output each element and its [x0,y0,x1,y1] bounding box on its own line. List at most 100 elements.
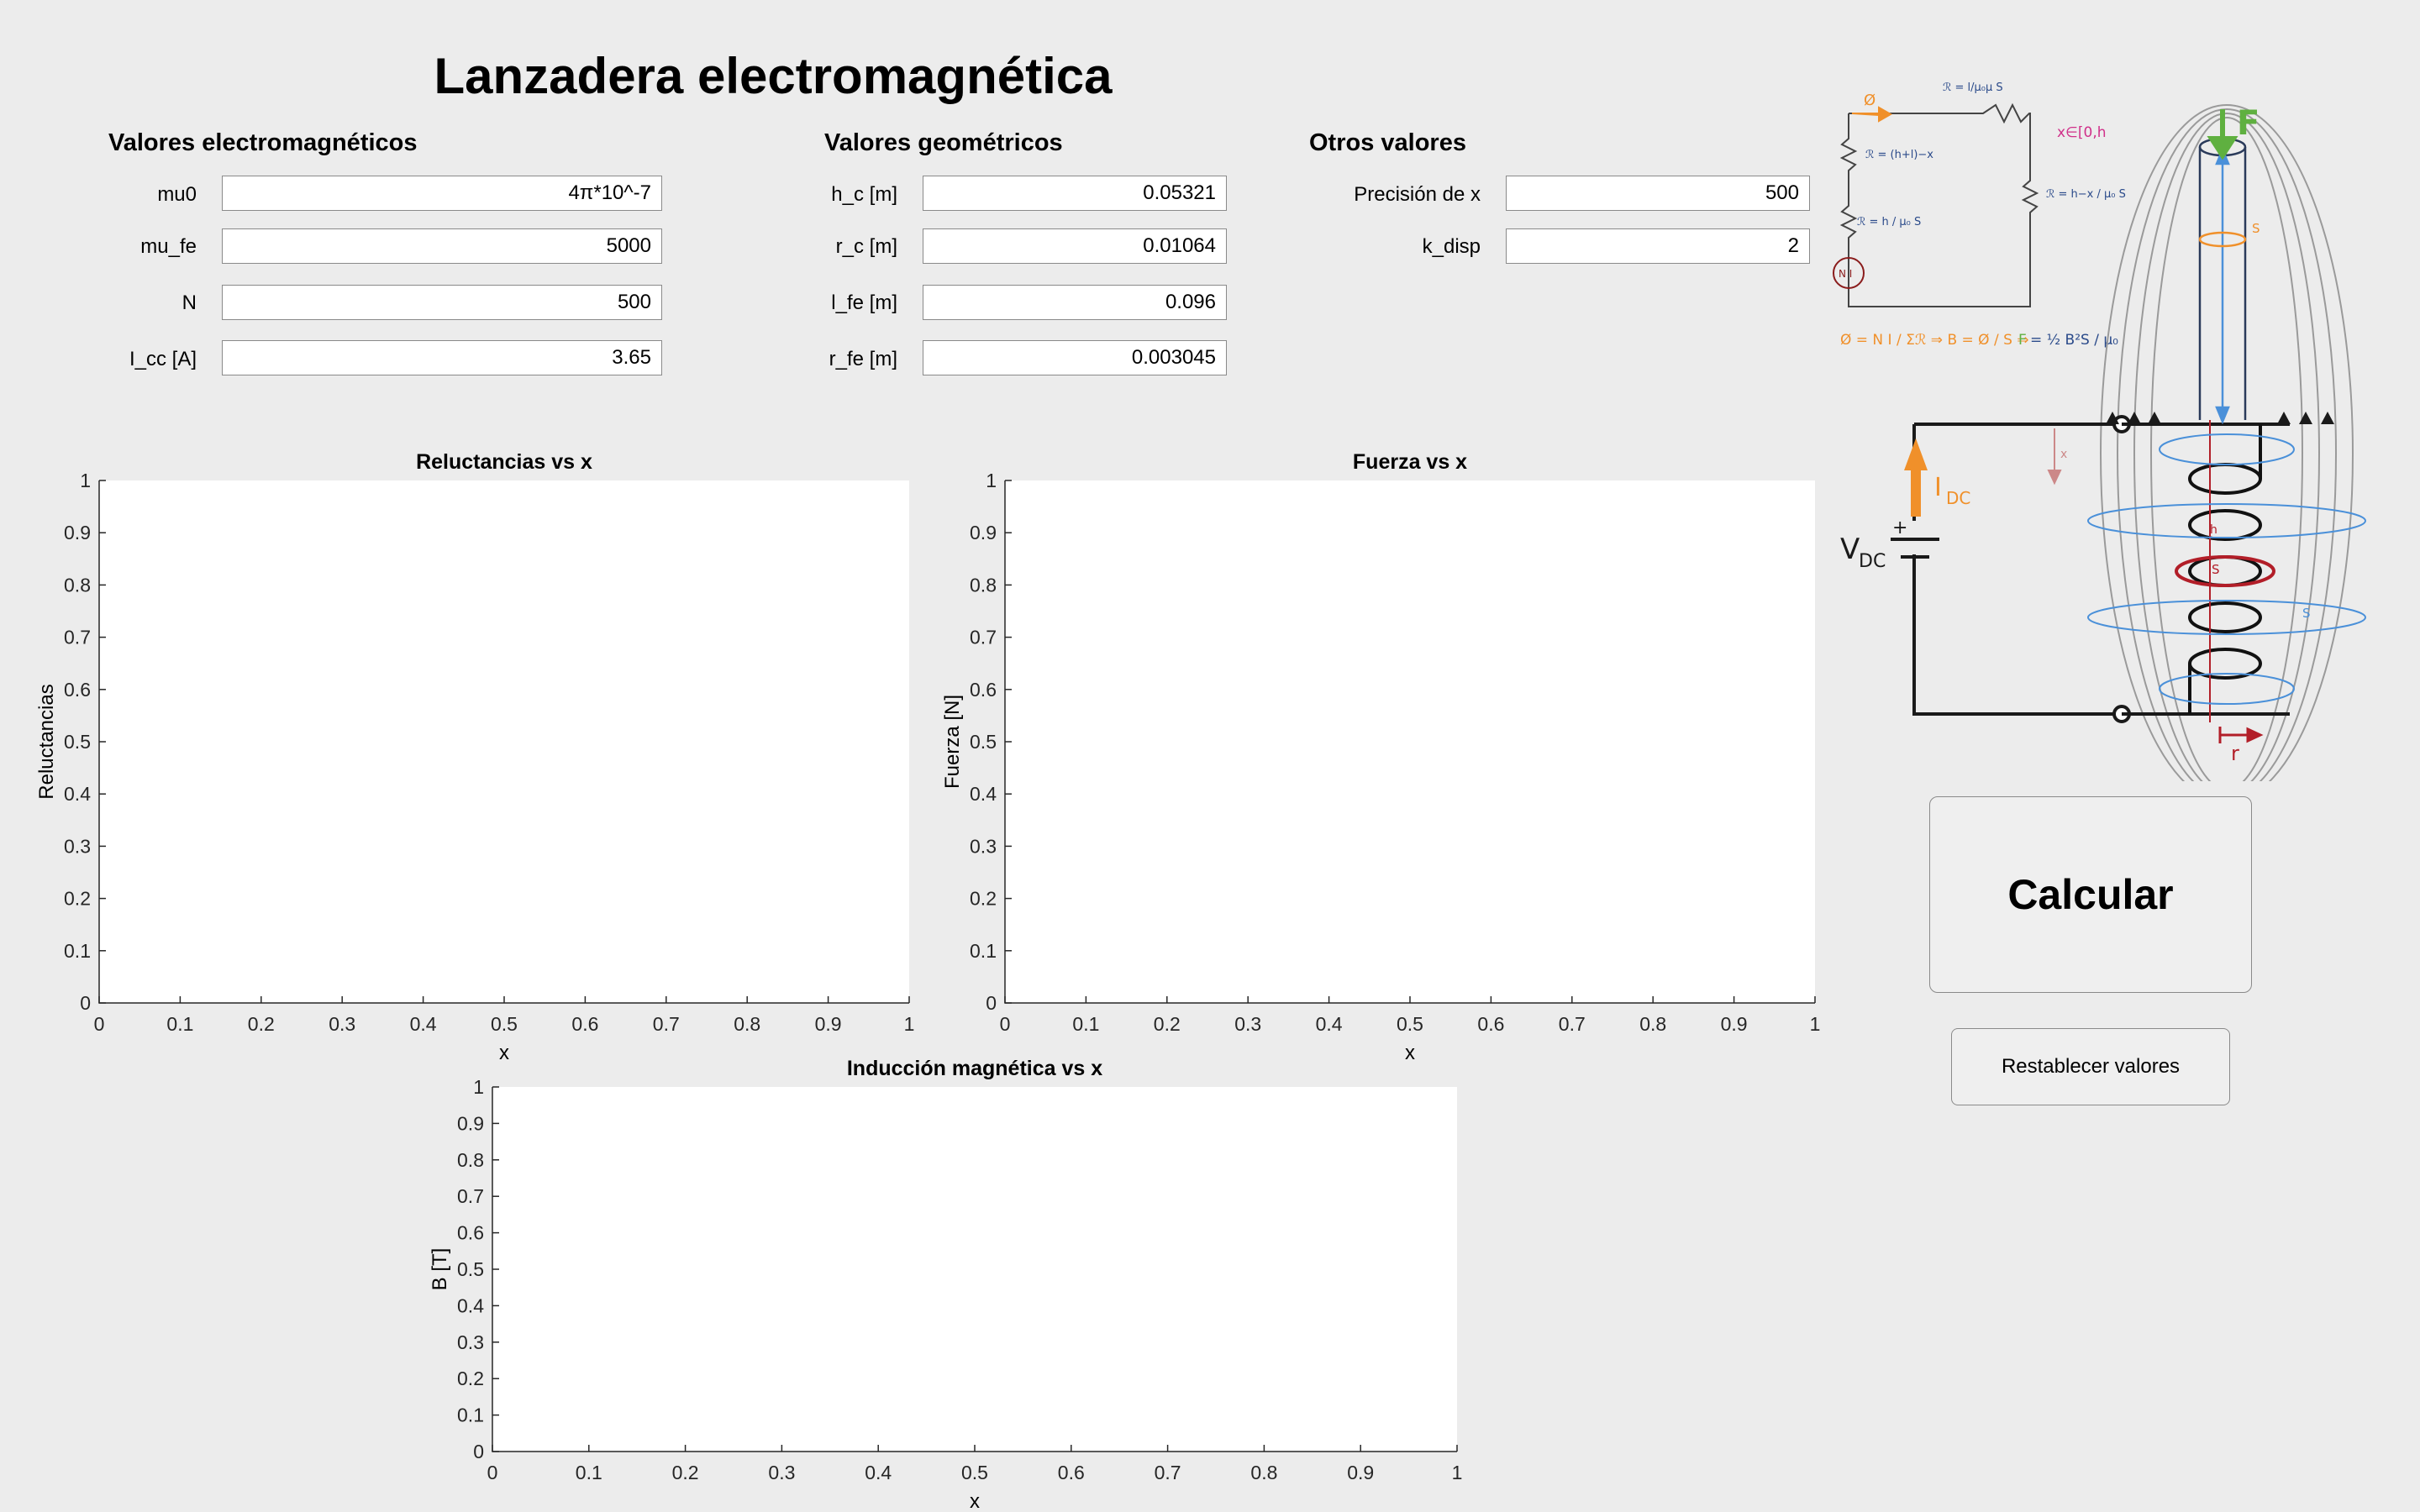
y-tick-label: 0.8 [64,574,91,596]
x-label: x [2060,448,2067,461]
chart-title: Fuerza vs x [1352,450,1468,474]
x-tick-label: 0 [1000,1013,1011,1035]
calculate-button[interactable]: Calcular [1929,796,2252,993]
r-c-label: r_c [m] [835,235,897,258]
x-axis-label: x [970,1490,980,1512]
y-tick-label: 0.7 [970,627,997,648]
flux-rings [2087,433,2366,705]
x-tick-label: 0.9 [815,1013,842,1035]
x-axis-label: x [499,1042,509,1064]
svg-text:= ½ B²S / μ₀: = ½ B²S / μ₀ [2030,332,2118,349]
l-fe-input[interactable] [923,285,1227,320]
y-tick-label: 1 [986,470,997,491]
x-tick-label: 0.4 [1316,1013,1343,1035]
y-tick-label: 0.3 [970,835,997,857]
chart-title: Inducción magnética vs x [846,1057,1103,1080]
y-tick-label: 0.1 [457,1404,484,1426]
n-input[interactable] [222,285,662,320]
current-label: I [1934,473,1942,502]
x-tick-label: 0.3 [329,1013,355,1035]
x-tick-label: 0 [94,1013,105,1035]
y-tick-label: 0.4 [457,1294,484,1316]
y-tick-label: 0.3 [64,835,91,857]
x-tick-label: 0.9 [1347,1462,1374,1483]
y-tick-label: 0.4 [64,783,91,805]
r-c-input[interactable] [923,228,1227,264]
mu0-input[interactable] [222,176,662,211]
x-tick-label: 0.5 [961,1462,988,1483]
h-c-label: h_c [m] [831,183,897,206]
field-lines [2100,104,2354,803]
k-disp-label: k_disp [1422,235,1481,258]
i-cc-label: I_cc [A] [129,348,197,370]
x-tick-label: 0.2 [248,1013,275,1035]
mu-fe-input[interactable] [222,228,662,264]
x-tick-label: 0.7 [1155,1462,1181,1483]
x-tick-label: 0.4 [410,1013,437,1035]
chart-title: Reluctancias vs x [416,450,592,474]
x-tick-label: 0.7 [653,1013,680,1035]
induction-chart[interactable]: 0 0.1 0.2 0.3 0.4 0.5 0.6 0.7 0.8 0.9 1 0 0.1 0.2 0.3 0… [429,1057,1462,1512]
plot-area[interactable]: 0 0.1 0.2 0.3 0.4 0.5 0.6 0.7 0.8 0.9 1 0 0.1 0.2 0.3 0… [457,1076,1462,1483]
y-axis-label: B [T] [429,1247,451,1291]
x-tick-label: 0.8 [734,1013,760,1035]
force-label: F [2237,104,2260,143]
x-tick-label: 0.2 [672,1462,699,1483]
y-tick-label: 0.1 [970,940,997,962]
x-tick-label: 0.8 [1250,1462,1277,1483]
y-tick-label: 0.2 [457,1368,484,1389]
l-fe-label: l_fe [m] [831,291,897,314]
svg-text:Ø = N I / Σℛ ⇒ B = Ø / S ⇒: Ø = N I / Σℛ ⇒ B = Ø / S ⇒ [1840,332,2029,349]
r-fe-input[interactable] [923,340,1227,375]
y-axis-label: Fuerza [N] [941,694,964,790]
coil [2188,424,2262,714]
x-tick-label: 0.4 [865,1462,892,1483]
x-tick-label: 1 [1452,1462,1463,1483]
x-tick-label: 0.3 [768,1462,795,1483]
force-chart[interactable]: 0 0.1 0.2 0.3 0.4 0.5 0.6 0.7 0.8 0.9 1 0 0.1 0.2 0.3 0… [941,450,1820,1064]
plot-background [99,480,909,1003]
voltage-sub-label: DC [1859,551,1886,572]
x-tick-label: 1 [904,1013,915,1035]
svg-text:ℛ = (h+l)−x: ℛ = (h+l)−x [1865,149,1933,161]
x-tick-label: 0.1 [166,1013,193,1035]
svg-text:ℛ = h / μ₀ S: ℛ = h / μ₀ S [1857,216,1921,228]
voltage-label: V [1840,533,1860,566]
h-c-input[interactable] [923,176,1227,211]
y-tick-label: 0.9 [457,1112,484,1134]
x-tick-label: 0.7 [1559,1013,1586,1035]
magnetic-circuit [1833,102,2039,307]
y-tick-label: 1 [80,470,91,491]
y-tick-label: 0.3 [457,1331,484,1353]
rc-label: r [2231,742,2239,765]
reset-values-button[interactable]: Restablecer valores [1951,1028,2230,1105]
reluctance-chart[interactable]: 0 0.1 0.2 0.3 0.4 0.5 0.6 0.7 0.8 0.9 1 0 0.1 0.2 0.3 0… [35,450,914,1064]
section-title-electromagnetic: Valores electromagnéticos [108,129,418,156]
x-axis-label: x [1405,1042,1415,1064]
section-title-geometric: Valores geométricos [824,129,1063,156]
svg-text:ℛ = h−x / μ₀ S: ℛ = h−x / μ₀ S [2046,188,2126,201]
k-disp-input[interactable] [1506,228,1810,264]
x-tick-label: 0.1 [576,1462,602,1483]
y-tick-label: 0.7 [64,627,91,648]
plot-background [492,1087,1457,1452]
x-tick-label: 0.5 [1397,1013,1423,1035]
plot-area[interactable]: 0 0.1 0.2 0.3 0.4 0.5 0.6 0.7 0.8 0.9 1 0 0.1 0.2 0.3 0… [970,470,1820,1035]
mu0-label: mu0 [157,183,197,206]
x-tick-label: 1 [1810,1013,1821,1035]
x-tick-label: 0.2 [1154,1013,1181,1035]
i-cc-input[interactable] [222,340,662,375]
y-tick-label: 0.2 [64,888,91,910]
x-tick-label: 0.9 [1721,1013,1748,1035]
y-tick-label: 1 [473,1076,484,1098]
y-tick-label: 0.6 [970,679,997,701]
source-label: N I [1839,268,1852,280]
x-tick-label: 0.1 [1072,1013,1099,1035]
sb-label: S [2252,221,2260,236]
y-tick-label: 0.8 [970,574,997,596]
sdisp-label: S [2302,606,2311,621]
range-label: x∈[0,h [2057,124,2107,141]
precision-x-input[interactable] [1506,176,1810,211]
plot-area[interactable]: 0 0.1 0.2 0.3 0.4 0.5 0.6 0.7 0.8 0.9 1 0 0.1 0.2 0.3 0… [64,470,914,1035]
y-tick-label: 0.9 [970,522,997,543]
